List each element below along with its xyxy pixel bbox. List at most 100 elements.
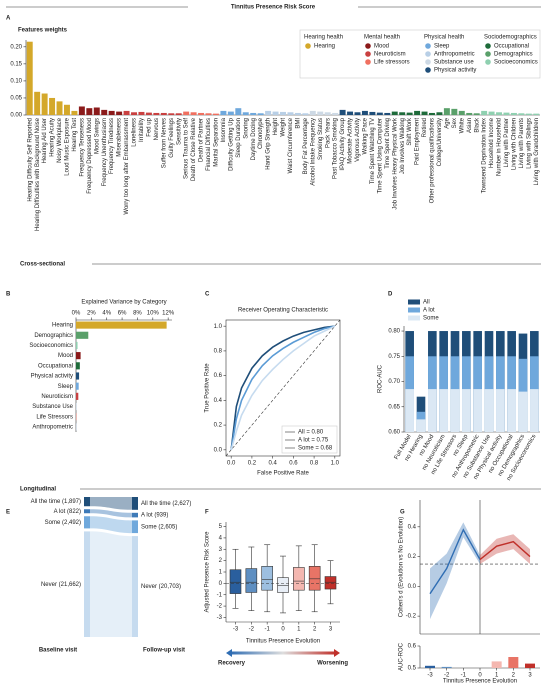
bar [49,97,56,115]
bar [220,110,227,115]
x-tick-label: Worry too long after Embarrassment [124,118,130,215]
x-tick-label: Hearing Difficulty Self Reported [27,118,33,202]
x-tick-label: Living with Children [512,118,518,170]
y-tick-label: 0.80 [388,329,400,335]
x-tick-label: 0 [478,673,482,679]
x-tick-label: Irritability [139,118,145,142]
bar [242,112,249,115]
x-tick-label: Household Income [489,117,495,168]
sankey-node [132,512,138,518]
legend-swatch [425,59,431,65]
bar [71,110,78,115]
legend-swatch [425,51,431,57]
bar [131,112,137,115]
bar [76,402,77,411]
bar [294,112,301,115]
bar [429,112,435,115]
bar [265,110,272,115]
chance-line [225,319,341,457]
bar [123,110,130,115]
x-tick-label: 3 [329,627,333,633]
legend-label: Physical activity [434,68,476,74]
x-tick-label: BMI [295,118,301,129]
bar [508,657,519,668]
bar [443,108,450,115]
chart-title: Explained Variance by Category [81,300,166,306]
bar [406,112,413,115]
x-tick-label: College/University [437,118,443,166]
bar [116,111,123,115]
y-axis-label: Adjusted Presence Risk Score [205,531,211,613]
x-tick-label: -2 [249,627,255,633]
bar [227,111,234,115]
x-tick-label: Mood Swings [94,118,100,154]
x-tick-label: 0.6 [289,461,298,467]
sankey-node [84,509,90,514]
x-tick-label: Hearing Acuity [50,118,56,157]
x-tick-label: Insomnia [221,117,227,142]
x-tick-label: Time Spent Driving [385,118,391,169]
y-tick-label: 0.2 [214,423,223,429]
bar [198,112,205,115]
legend-label: A lot = 0.75 [298,438,329,444]
y-tick-label: Substance Use [32,404,73,410]
y-tick-label: 0.0 [408,584,417,590]
x-tick-label: Miserableness [117,118,123,157]
legend-label: A lot [423,308,435,314]
sankey-node [84,531,90,637]
bar [108,110,115,115]
bar [405,389,414,432]
y-tick-label: -3 [217,615,223,621]
x-tick-label: Moderate Activity [348,118,354,164]
bar [488,111,495,115]
legend-label: Life stressors [374,60,410,66]
y-tick-label: 5 [219,524,223,530]
legend-group-title: Physical health [424,35,464,41]
bar [250,112,257,115]
arrow-head [334,649,340,657]
bar [462,389,471,432]
bar [272,111,279,115]
bar [518,391,528,432]
y-tick-label: 0.15 [10,61,22,67]
x-tick-label: Noisy Workplace [57,117,63,163]
sankey-node [132,497,138,510]
bar [76,321,167,329]
bar [428,389,437,432]
x-tick-label: Hearing Test [72,118,78,152]
x-tick-label: Suffer from Nerves [161,118,167,168]
y-tick-label: -2 [217,604,223,610]
box [229,569,242,594]
box [277,577,289,593]
y-tick-label: Demographics [34,333,73,339]
x-tick-label: 10% [147,311,160,317]
x-tick-label: Frequency Depressed Mood [87,118,93,194]
x-tick-label: 8% [133,311,142,317]
bar [384,112,391,115]
bar [473,389,482,432]
x-axis-label: Tinnitus Presence Evolution [443,679,517,685]
bar [280,111,286,115]
box [293,567,305,591]
x-tick-label: Hearing Difficulties with Background Noi… [35,117,41,231]
bar [235,108,242,115]
legend-label: Some = 0.68 [298,446,333,452]
legend-swatch [408,315,420,321]
legend-label: Hearing [314,44,335,50]
y-tick-label: Socioeconomics [29,343,73,349]
bar [369,111,376,115]
legend-swatch [365,51,371,57]
bar [436,112,443,115]
x-axis-label: False Positive Rate [257,471,309,477]
bar [76,372,80,380]
bar [332,112,339,115]
x-tick-label: Sex [452,118,458,128]
box [245,568,258,593]
bar [86,108,93,115]
bar [491,661,502,668]
bar [324,112,331,115]
legend-group-title: Hearing health [304,35,343,41]
flow [90,509,132,518]
